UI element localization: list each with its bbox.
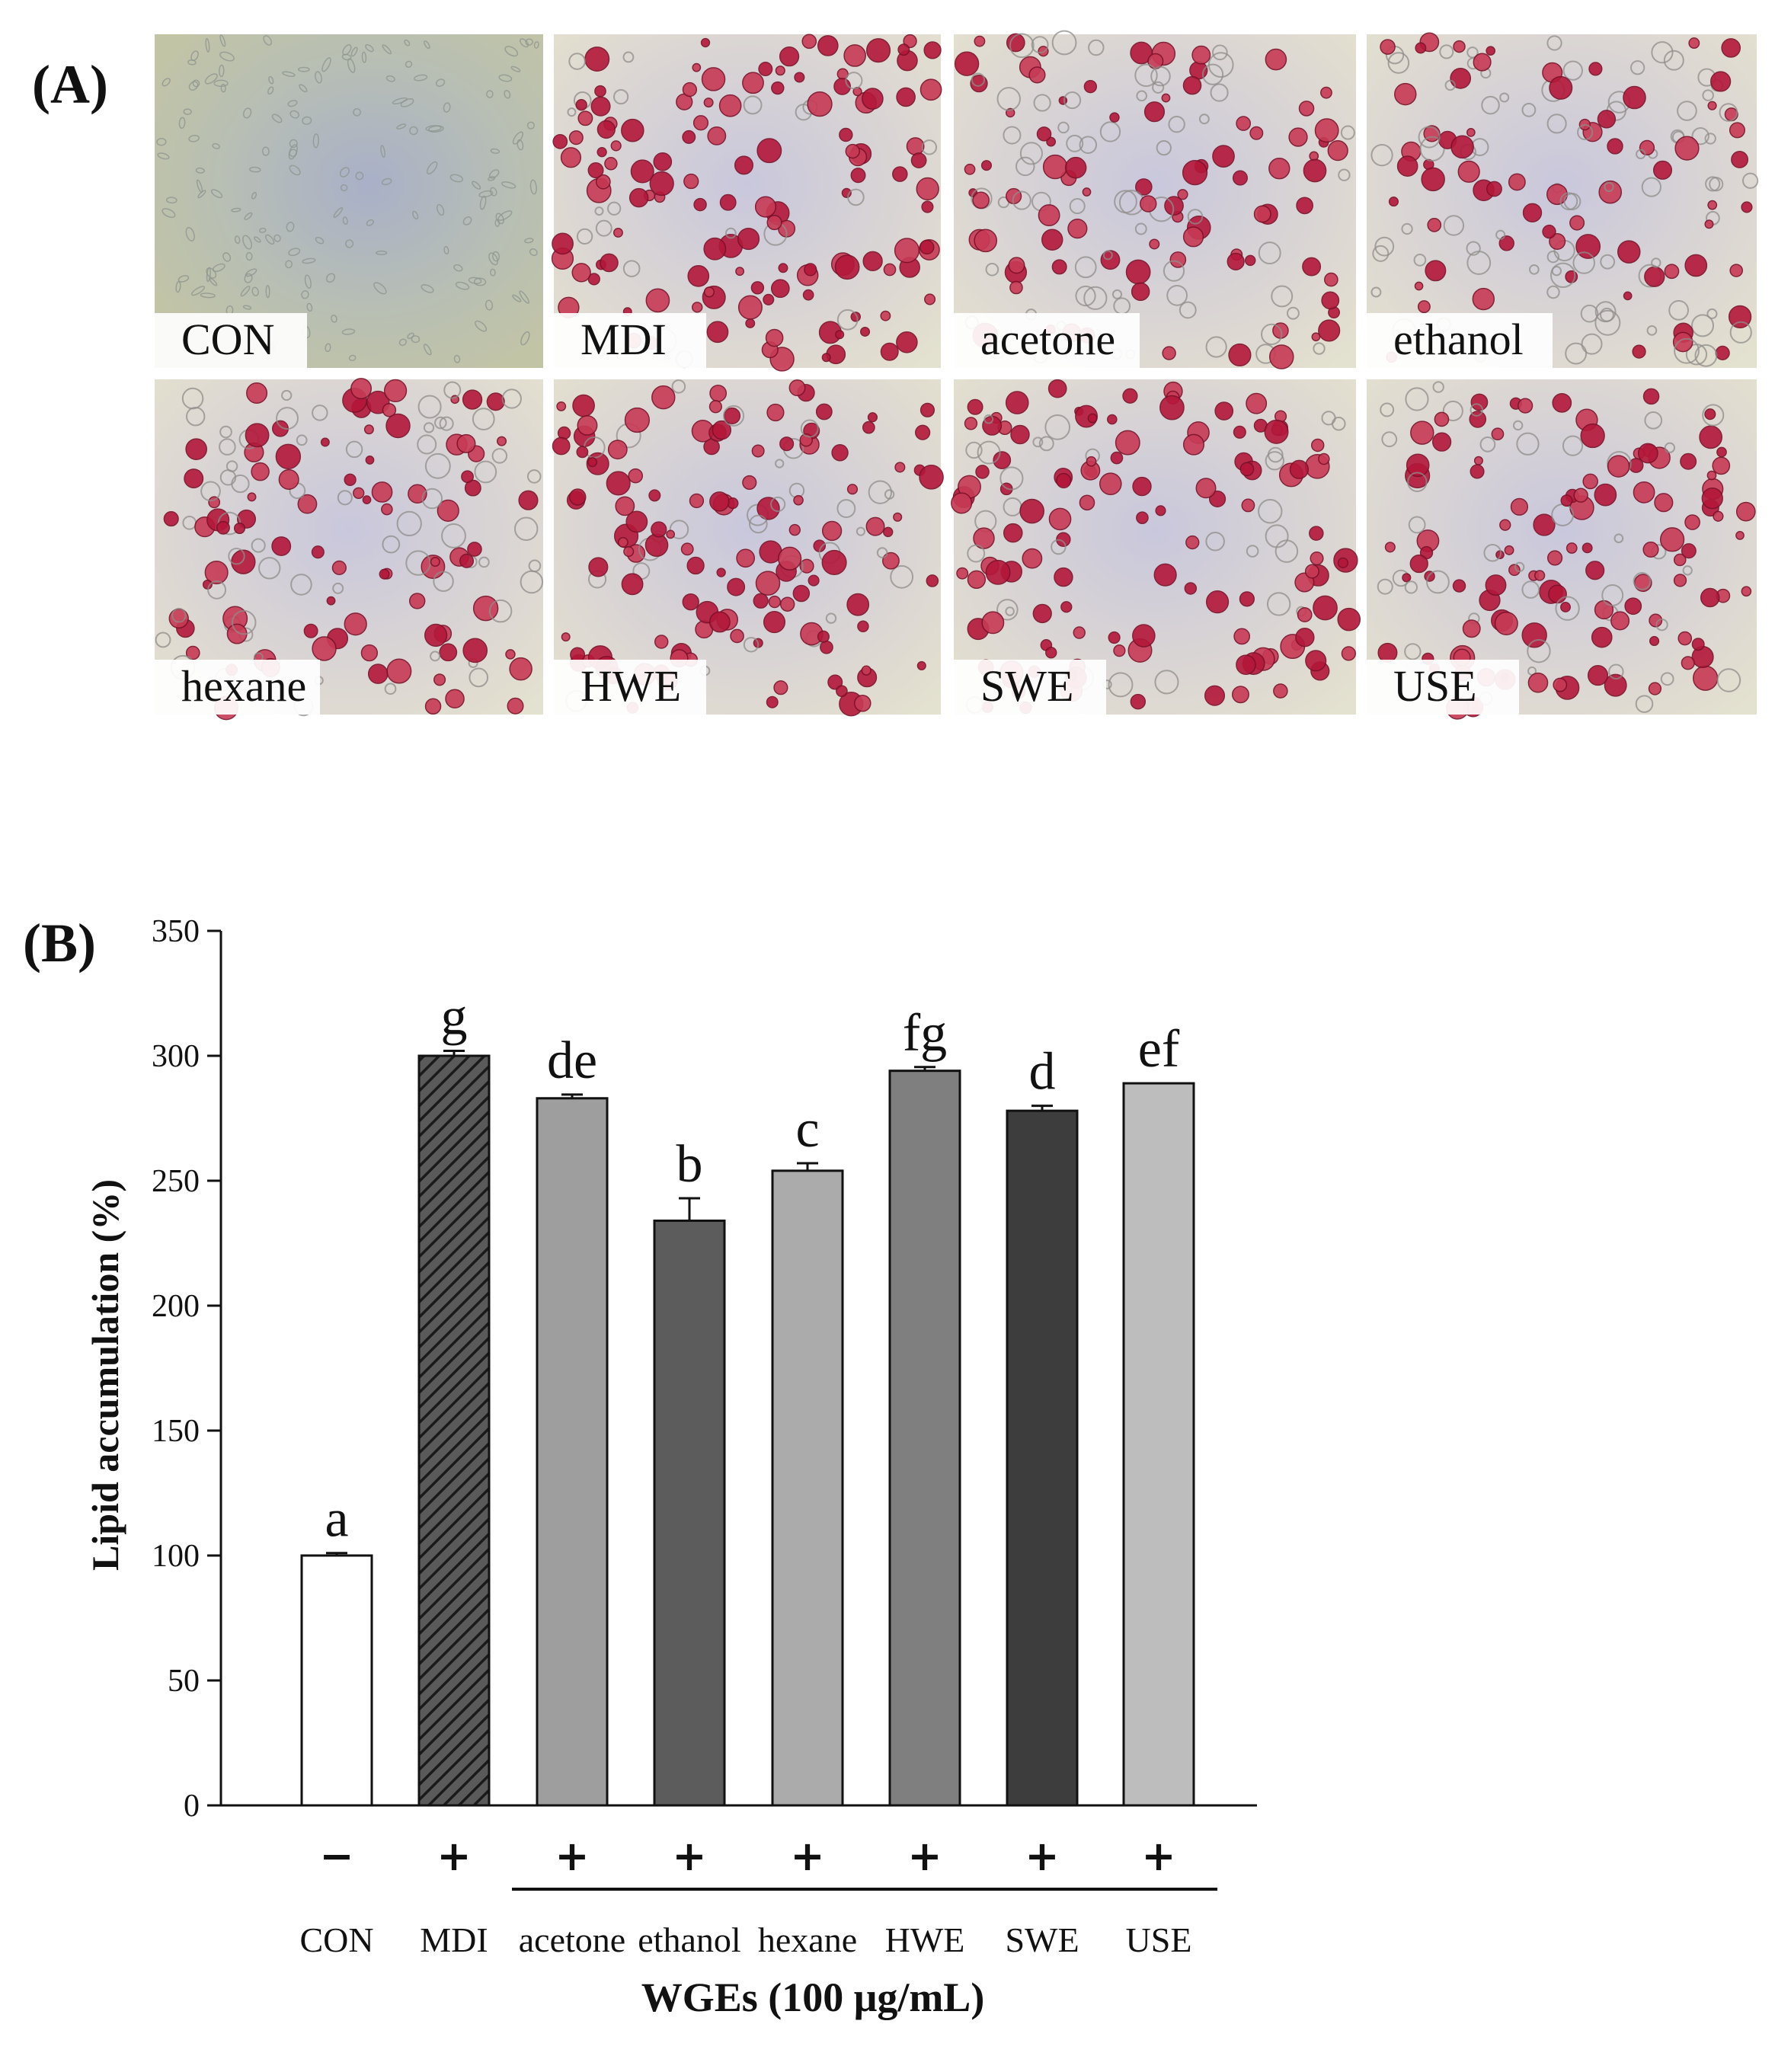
x-tick-label: ethanol [638, 1920, 740, 1959]
mdi-treatment-sign: − [319, 1832, 353, 1880]
panel-a: (A) CON MDI acetone ethanol hexane HWE SWE USE [32, 30, 1759, 721]
mdi-treatment-sign: + [437, 1832, 471, 1880]
micrograph-tile: hexane [155, 378, 544, 721]
panel-b-letter: (B) [23, 913, 96, 974]
x-axis-title: WGEs (100 μg/mL) [641, 1974, 985, 2020]
y-tick-label: 100 [152, 1539, 200, 1574]
x-tick-label: SWE [1005, 1920, 1079, 1959]
cell-texture [1370, 32, 1759, 367]
micrograph-tile: USE [1367, 379, 1757, 720]
error-bar [914, 1066, 935, 1071]
cell-texture [951, 379, 1361, 715]
significance-label: fg [903, 1004, 947, 1063]
error-bar [561, 1093, 583, 1098]
micrograph-grid: CON MDI acetone ethanol hexane HWE SWE USE [155, 30, 1759, 721]
cell-texture [954, 30, 1355, 369]
label-box [554, 313, 706, 368]
significance-label: a [325, 1490, 348, 1549]
bar-hexane [771, 1169, 844, 1807]
cell-texture [551, 34, 942, 372]
label-box [554, 660, 706, 715]
bar-hwe [888, 1070, 961, 1807]
bar-acetone [536, 1097, 609, 1807]
label-box [954, 660, 1106, 715]
label-box [155, 313, 307, 368]
panel-a-letter: (A) [32, 54, 108, 115]
micrograph-tile: acetone [954, 30, 1356, 369]
mdi-treatment-sign: + [672, 1832, 706, 1880]
micrograph-tile: HWE [552, 379, 944, 717]
y-tick-label: 200 [152, 1289, 200, 1324]
x-tick-label: CON [299, 1920, 373, 1959]
x-tick-label: hexane [758, 1920, 857, 1959]
significance-label: c [795, 1100, 819, 1159]
error-bar [443, 1049, 465, 1056]
bar-use [1122, 1082, 1195, 1807]
error-bar [679, 1197, 700, 1221]
significance-label: g [441, 987, 468, 1046]
micrograph-image [155, 34, 543, 368]
mdi-treatment-sign: + [907, 1832, 942, 1880]
micrograph-label: hexane [181, 661, 306, 711]
y-axis: 0 50 100 150 200 250 300 350 [152, 914, 222, 1824]
micrograph-label: CON [181, 315, 274, 364]
x-tick-label: MDI [420, 1920, 488, 1959]
error-bar [797, 1162, 818, 1171]
micrograph-label: MDI [580, 315, 667, 364]
bar-chart: 0 50 100 150 200 250 300 350 a g de b c fg d ef − CON + M… [152, 914, 1257, 1959]
significance-label: ef [1138, 1020, 1180, 1079]
y-tick-label: 250 [152, 1164, 200, 1199]
significance-label: d [1029, 1043, 1056, 1102]
mdi-treatment-sign: + [1141, 1832, 1175, 1880]
x-tick-label: acetone [519, 1920, 625, 1959]
significance-label: b [676, 1135, 703, 1194]
micrograph-label: USE [1393, 661, 1477, 711]
mdi-treatment-sign: + [555, 1832, 589, 1880]
error-bar [326, 1552, 347, 1556]
mdi-treatment-sign: + [1025, 1832, 1059, 1880]
bar-con [300, 1554, 373, 1807]
panel-b: (B) 0 50 100 150 200 250 300 350 a g de b c fg d ef − C… [23, 913, 1257, 2020]
bars: a g de b c fg d ef [300, 987, 1195, 1807]
micrograph-tile: MDI [551, 34, 942, 372]
y-tick-label: 50 [168, 1664, 200, 1699]
bar-mdi [417, 1054, 491, 1807]
x-tick-label: HWE [885, 1920, 965, 1959]
y-tick-label: 0 [184, 1789, 200, 1824]
significance-label: de [547, 1031, 597, 1090]
y-tick-label: 300 [152, 1039, 200, 1074]
micrograph-label: ethanol [1393, 315, 1524, 364]
y-tick-label: 150 [152, 1414, 200, 1449]
y-axis-title: Lipid accumulation (%) [84, 1179, 126, 1571]
mdi-treatment-sign: + [790, 1832, 824, 1880]
label-box [1367, 660, 1519, 715]
cell-texture [156, 34, 539, 363]
bar-ethanol [653, 1219, 726, 1807]
x-axis: − CON + MDI + acetone + ethanol + hexane + HWE + SWE +… [221, 1804, 1257, 1959]
y-tick-label: 350 [152, 914, 200, 949]
bar-swe [1006, 1109, 1079, 1807]
micrograph-tile: SWE [951, 379, 1361, 715]
error-bar [1031, 1105, 1053, 1111]
micrograph-label: SWE [980, 661, 1073, 711]
micrograph-image [554, 379, 941, 715]
label-box [1367, 313, 1553, 368]
micrograph-label: acetone [980, 315, 1115, 364]
micrograph-tile: ethanol [1367, 32, 1759, 368]
label-box [155, 660, 320, 715]
cell-texture [552, 379, 944, 717]
cell-texture [155, 378, 544, 721]
micrograph-tile: CON [155, 34, 543, 368]
label-box [954, 313, 1140, 368]
micrograph-label: HWE [580, 661, 681, 711]
x-tick-label: USE [1126, 1920, 1192, 1959]
